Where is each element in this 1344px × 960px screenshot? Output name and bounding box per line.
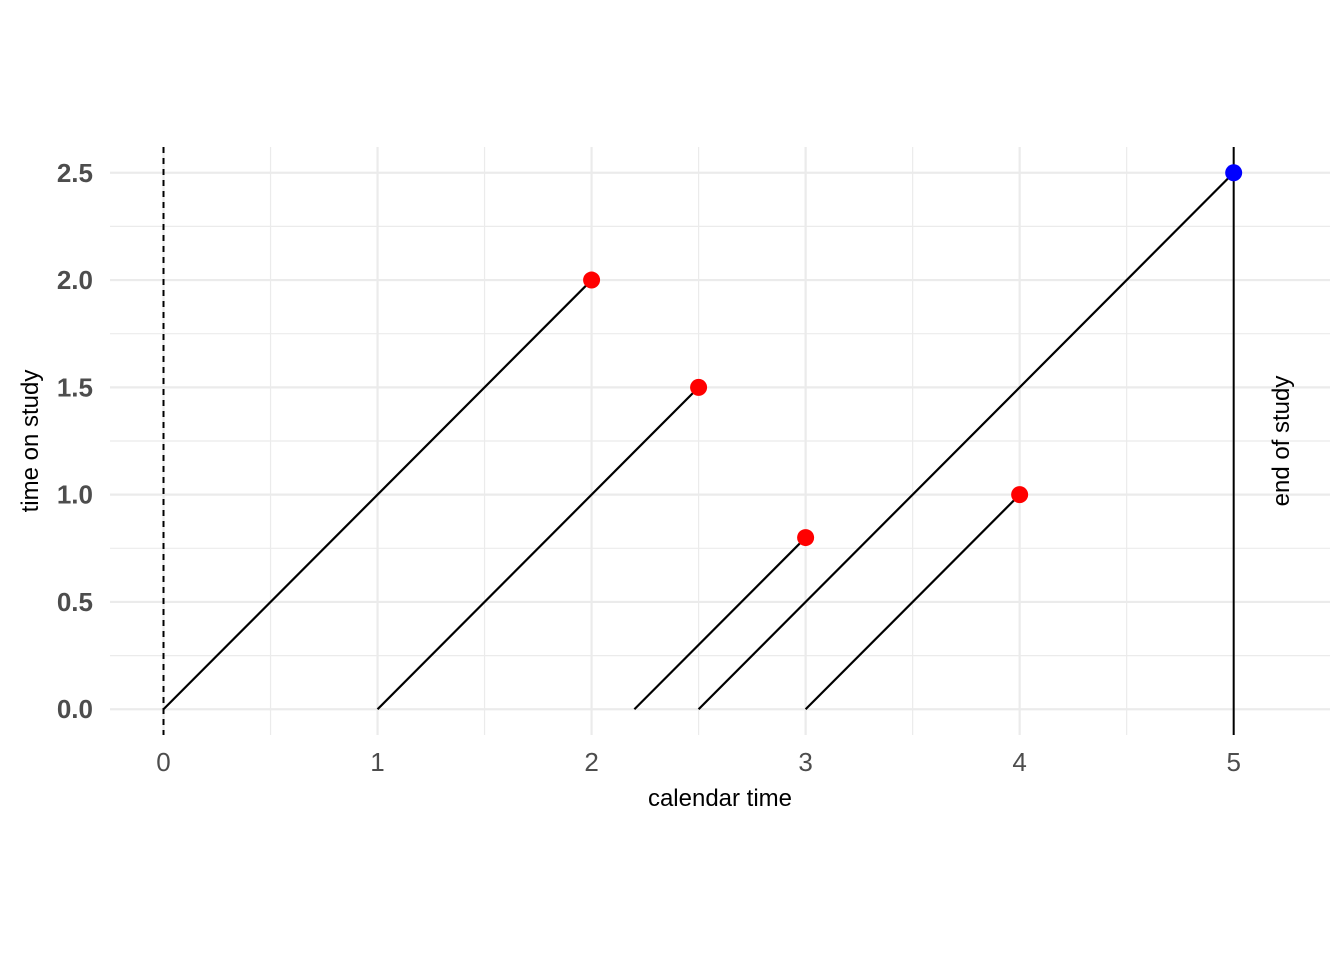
censored-point-4 (1225, 164, 1243, 182)
series-lines (162, 171, 1235, 711)
grid-major (110, 147, 1330, 735)
follow-up-line-5 (804, 493, 1021, 711)
y-tick-labels: 0.0 0.5 1.0 1.5 2.0 2.5 (57, 158, 93, 724)
y-axis-title: time on study (17, 370, 44, 513)
event-point-5 (1011, 486, 1029, 504)
y-tick-label: 1.0 (57, 480, 93, 510)
y-tick-label: 2.5 (57, 158, 93, 188)
series-points (583, 164, 1243, 547)
y-tick-label: 2.0 (57, 265, 93, 295)
x-tick-label: 1 (370, 747, 384, 777)
event-point-1 (583, 271, 601, 289)
grid-minor (110, 147, 1330, 735)
event-point-3 (797, 529, 815, 547)
y-tick-label: 1.5 (57, 372, 93, 402)
x-tick-label: 0 (156, 747, 170, 777)
x-tick-label: 2 (584, 747, 598, 777)
y-tick-label: 0.0 (57, 694, 93, 724)
x-axis-title: calendar time (648, 785, 792, 812)
x-tick-label: 4 (1012, 747, 1026, 777)
follow-up-line-2 (376, 386, 700, 711)
follow-up-line-4 (697, 171, 1235, 711)
end-of-study-label: end of study (1268, 376, 1295, 507)
x-tick-labels: 0 1 2 3 4 5 (156, 747, 1241, 777)
event-point-2 (690, 378, 708, 396)
y-tick-label: 0.5 (57, 587, 93, 617)
follow-up-line-3 (633, 536, 807, 711)
x-tick-label: 3 (798, 747, 812, 777)
follow-up-line-1 (162, 279, 593, 711)
reference-lines (162, 147, 1235, 735)
x-tick-label: 5 (1226, 747, 1240, 777)
